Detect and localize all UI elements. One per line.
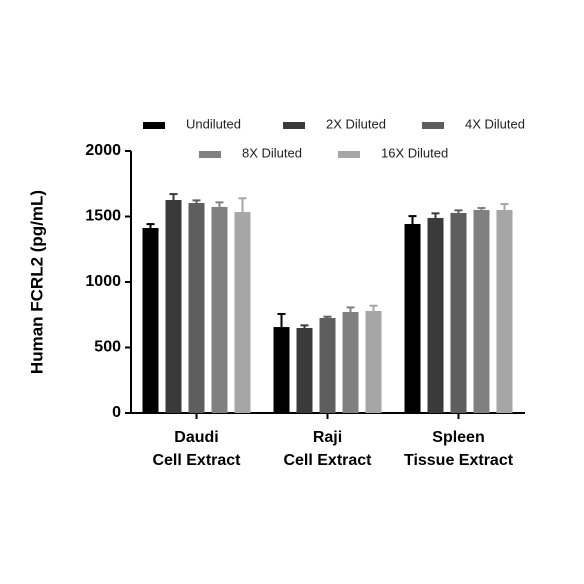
error-bar (369, 304, 378, 311)
bar (142, 228, 159, 413)
y-tick-label: 0 (112, 404, 121, 421)
bar (165, 199, 182, 413)
y-tick-label: 1500 (85, 208, 121, 225)
bar (188, 203, 205, 413)
legend-swatch (143, 122, 165, 129)
bar (473, 209, 490, 413)
x-tick-label: Raji (313, 429, 342, 446)
x-tick-label: Spleen (432, 429, 484, 446)
legend-swatch (283, 122, 305, 129)
bar (365, 310, 382, 413)
error-bar (238, 197, 247, 213)
y-tick-label: 500 (94, 339, 121, 356)
error-bar (277, 312, 286, 328)
legend-label: 16X Diluted (381, 145, 448, 160)
x-tick-label: Tissue Extract (404, 452, 514, 469)
error-bar (346, 306, 355, 312)
error-bar (454, 209, 463, 213)
x-tick-label: Cell Extract (152, 452, 241, 469)
x-tick-label: Daudi (174, 429, 218, 446)
legend-swatch (422, 122, 444, 129)
legend-label: 4X Diluted (465, 116, 525, 131)
bar (211, 206, 228, 413)
error-bar (146, 223, 155, 229)
legend-label: 8X Diluted (242, 145, 302, 160)
legend-swatch (338, 151, 360, 158)
x-tick-label: Cell Extract (283, 452, 372, 469)
y-axis-label: Human FCRL2 (pg/mL) (27, 190, 46, 374)
y-tick-label: 2000 (85, 142, 121, 159)
legend-label: Undiluted (186, 116, 241, 131)
error-bar (215, 201, 224, 207)
bar (296, 327, 313, 413)
legend-label: 2X Diluted (326, 116, 386, 131)
error-bar (408, 215, 417, 224)
error-bar (192, 199, 201, 204)
error-bar (169, 193, 178, 200)
bar (427, 217, 444, 413)
y-tick-label: 1000 (85, 273, 121, 290)
bar (273, 327, 290, 413)
bar (496, 209, 513, 413)
error-bar (323, 315, 332, 319)
error-bar (300, 324, 309, 328)
bar (234, 212, 251, 413)
error-bar (500, 203, 509, 210)
bar (450, 212, 467, 413)
bar (404, 223, 421, 413)
bar (319, 318, 336, 413)
legend-swatch (199, 151, 221, 158)
error-bar (477, 206, 486, 210)
error-bar (431, 212, 440, 218)
bar (342, 311, 359, 413)
